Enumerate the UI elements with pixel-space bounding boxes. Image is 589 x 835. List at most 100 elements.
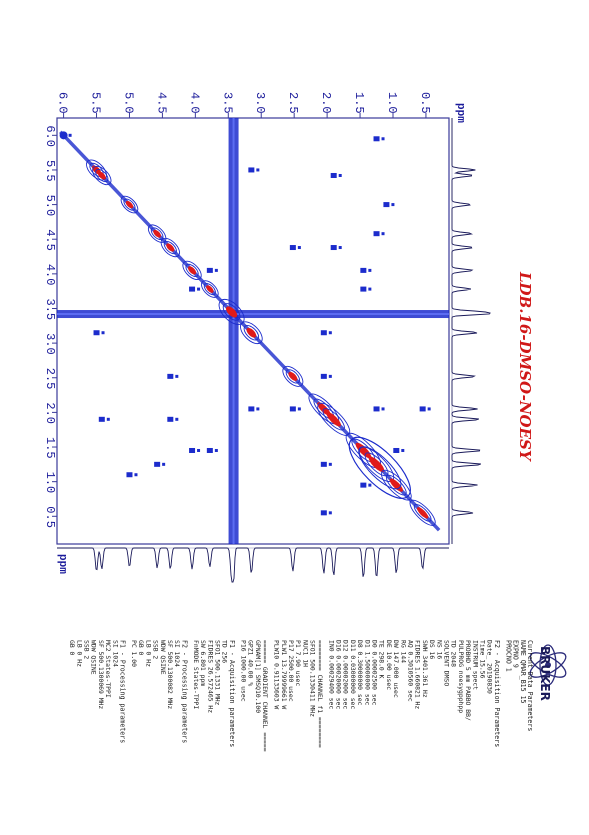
cross-peak-contour [175,374,179,378]
f2-tick-label: 3.5 [220,92,234,114]
cross-peak-contour [419,406,426,412]
f2-axis: 6.0 5.5 5.0 4.5 4.0 3.5 3.0 2.5 2.0 1.5 1.0 0.5 [56,92,432,118]
diagonal-peak [92,165,112,186]
diagonal-peak [380,469,412,501]
cross-peak-contour [289,406,296,412]
parameter-line: IN0 0.00029400 sec [327,640,335,709]
cross-peak-contour [328,374,332,378]
parameter-line: P17 2500.00 usec [287,640,295,702]
parameter-line: F1 - Processing parameters [119,640,127,743]
contour-plot-frame [56,117,450,545]
f2-tick-label: 2.0 [319,92,333,114]
f2-tick-label: 1.5 [352,92,366,114]
f2-projection-line [57,547,449,583]
parameter-line: DW 147.000 usec [392,640,400,698]
contour-ring [409,499,436,526]
parameter-line: WDW QSINE [159,640,167,675]
cross-peak [248,167,260,173]
parameter-line: PULPROG noesygpphpp [457,640,465,713]
parameter-line: SI 1024 [111,640,119,667]
parameter-line: ====== GRADIENT CHANNEL ===== [261,640,269,752]
parameter-line: TD 2048 [450,640,458,667]
contour-ring [380,469,412,501]
f2-projection-trace [57,547,449,583]
parameter-line: NS 16 [435,640,443,659]
f1-tick-label: 6.0 [43,125,57,147]
cross-peak [289,245,301,251]
f1-tick-label: 5.5 [43,160,57,182]
f1-tick-label: 1.5 [43,437,57,459]
solvent-ridge-core-vertical [232,118,235,544]
cross-peak-contour [189,447,196,453]
cross-peak-contour [248,406,255,412]
cross-peak-contour [368,287,372,291]
f1-axis-label: ppm [56,554,68,574]
cross-peak [206,267,218,273]
parameter-line: D11 0.03000000 sec [349,640,357,709]
f1-projection-trace [451,118,491,544]
cross-peak [373,406,385,412]
f2-tick-label: 6.0 [56,92,70,114]
parameter-line: SF 500.1300082 MHz [166,640,174,709]
cross-peak-contour [197,287,201,291]
cross-peak-contour [401,448,405,452]
spectrum-title: LDB.16-DMSO-NOESY [516,271,534,462]
cross-peak-contour [101,331,105,335]
contour-ring [185,263,199,277]
peak-center [226,306,238,318]
f1-tick-label: 5.0 [43,195,57,217]
cross-peak [189,447,201,453]
solvent-ridge-core-horizontal [57,313,449,316]
cross-peak-contour [167,416,174,422]
parameter-line: NAME QMAR_B15 15 [519,640,527,704]
parameter-line: GB 0 [68,640,76,656]
cross-peak-contour [381,407,385,411]
parameter-line: Date_ 20190830 [486,640,494,694]
cross-peak [330,245,342,251]
parameter-line: PLW1 13.79999661 W [280,640,288,709]
cross-peak-contour [360,482,367,488]
diagonal-peak [120,195,139,214]
cross-peak-contour [214,268,218,272]
cross-peak-contour [206,267,213,273]
cross-peak-contour [256,168,260,172]
cross-peak [383,202,395,208]
parameter-line: PROCNO 1 [504,640,512,672]
cross-peak-contour [297,407,301,411]
cross-peak-contour [126,472,133,478]
parameter-line: SOLVENT DMSO [443,640,451,686]
aliphatic-envelope-inner [358,446,402,490]
f1-tick-label: 2.0 [43,402,57,424]
cross-peak-contour [393,447,400,453]
parameter-line: DS 16 [428,640,436,659]
cross-peak [320,330,332,336]
cross-peak-contour [383,202,390,208]
f2-tick-label: 5.5 [89,92,103,114]
f2-tick-label: 1.0 [385,92,399,114]
f1-tick-label: 3.5 [43,298,57,320]
parameter-line: F2 - Acquisition Parameters [493,640,501,747]
cross-peak-contour [338,246,342,250]
f1-tick-label: 4.5 [43,229,57,251]
contour-ring [92,165,112,186]
cross-peak [373,136,385,142]
f1-projection-line [451,118,491,544]
cross-peak-contour [373,231,380,237]
cross-peak-contour [427,407,431,411]
cross-peak-contour [106,417,110,421]
parameter-line: MC2 States-TPPI [104,640,112,698]
f1-tick-label: 4.0 [43,264,57,286]
peak-center [246,327,257,338]
parameter-line: GPNAM[1] SMSQ10.100 [254,640,262,713]
contour-ring [243,325,260,341]
cross-peak [289,406,301,412]
peak-center [326,412,341,427]
f1-tick-label: 2.5 [43,368,57,390]
aliphatic-envelope [348,436,411,499]
parameter-line: NUC1 1H [301,640,309,667]
cross-peak [419,406,431,412]
cross-peak-contour [330,172,337,178]
f1-tick-label: 0.5 [43,506,57,528]
parameter-line: LB 0 Hz [75,640,83,667]
peak-center [187,266,197,275]
